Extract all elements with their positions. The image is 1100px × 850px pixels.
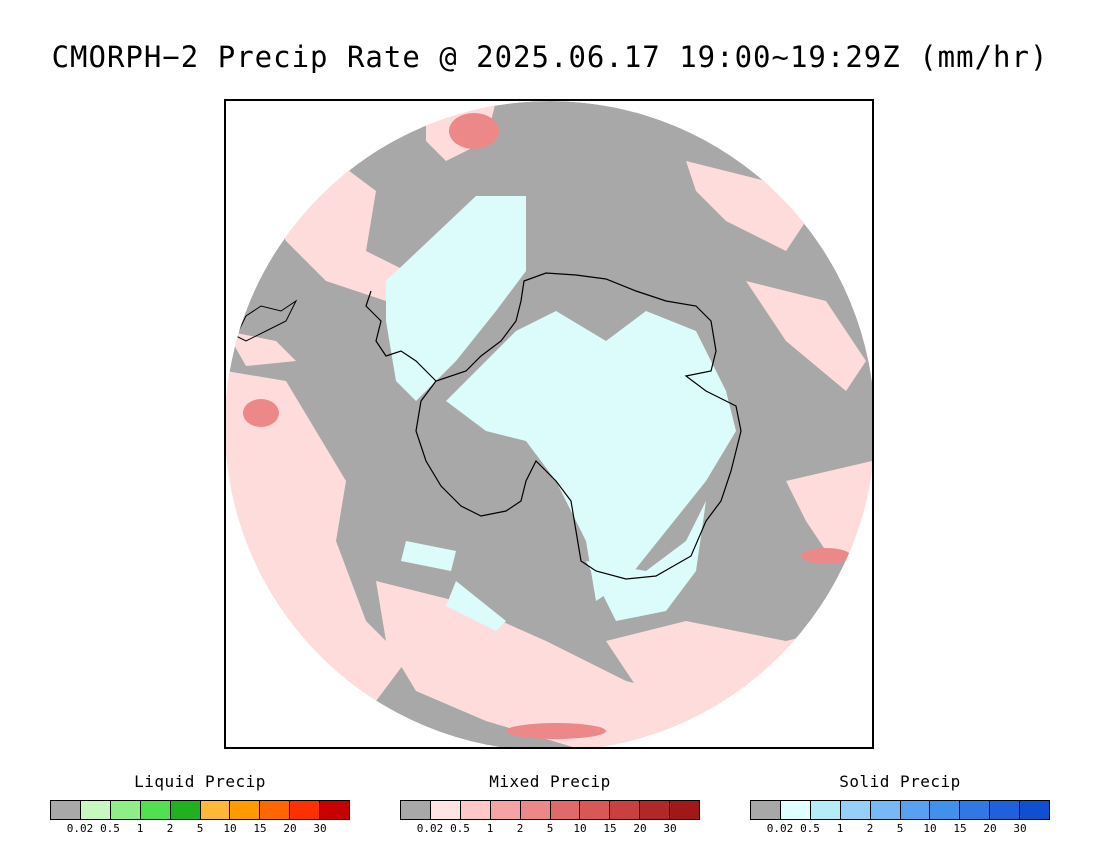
legend-swatch bbox=[401, 801, 431, 819]
legend-tick-label: 15 bbox=[953, 822, 967, 835]
legend-tick-label: 2 bbox=[866, 822, 874, 835]
legend-tick-label: 1 bbox=[136, 822, 144, 835]
legend-swatches bbox=[50, 800, 350, 820]
mixed-precip-heavy bbox=[243, 113, 851, 739]
legend-mixed: Mixed Precip 0.02 0.5 1 2 5 10 15 20 30 bbox=[400, 770, 700, 840]
legend-tick-label: 20 bbox=[633, 822, 647, 835]
legend-swatch bbox=[230, 801, 261, 819]
legend-swatch bbox=[320, 801, 350, 819]
legend-tick-label: 20 bbox=[283, 822, 297, 835]
legend-swatch bbox=[260, 801, 291, 819]
legend-tick-label: 15 bbox=[253, 822, 267, 835]
page-title: CMORPH−2 Precip Rate @ 2025.06.17 19:00∼… bbox=[51, 40, 1049, 74]
legend-swatch bbox=[751, 801, 781, 819]
solid-precip-regions bbox=[386, 196, 736, 631]
legend-swatches bbox=[750, 800, 1050, 820]
legend-tick-label: 10 bbox=[223, 822, 237, 835]
legend-swatch bbox=[430, 801, 461, 819]
legend-swatch bbox=[1020, 801, 1050, 819]
legend-title: Mixed Precip bbox=[489, 772, 611, 791]
legend-swatch bbox=[930, 801, 961, 819]
legend-tick-label: 30 bbox=[1013, 822, 1027, 835]
legend-tick-label: 20 bbox=[983, 822, 997, 835]
legend-tick-label: 0.5 bbox=[100, 822, 120, 835]
legend-tick-label: 2 bbox=[166, 822, 174, 835]
legend-tick-label: 30 bbox=[663, 822, 677, 835]
polar-map bbox=[226, 101, 872, 747]
legend-tick-label: 0.5 bbox=[800, 822, 820, 835]
legend-tick-label: 1 bbox=[486, 822, 494, 835]
legend-tick-label: 10 bbox=[573, 822, 587, 835]
south-america-coastline bbox=[235, 299, 298, 342]
legend-swatch bbox=[990, 801, 1021, 819]
legend-tick-label: 0.5 bbox=[450, 822, 470, 835]
legend-swatch bbox=[140, 801, 171, 819]
legend-solid: Solid Precip 0.02 0.5 1 2 5 10 15 20 30 bbox=[750, 770, 1050, 840]
legend-swatch bbox=[780, 801, 811, 819]
legend-tick-label: 5 bbox=[196, 822, 204, 835]
legend-tick-label: 10 bbox=[923, 822, 937, 835]
legend-swatch bbox=[610, 801, 641, 819]
legend-tick-label: 2 bbox=[516, 822, 524, 835]
legend-swatch bbox=[80, 801, 111, 819]
legend-swatch bbox=[490, 801, 521, 819]
legend-tick-label: 0.02 bbox=[66, 822, 94, 835]
legend-swatch bbox=[200, 801, 231, 819]
legend-liquid: Liquid Precip 0.02 0.5 1 2 5 10 15 20 30 bbox=[50, 770, 350, 840]
legend-swatch bbox=[110, 801, 141, 819]
antarctica-coastline bbox=[415, 272, 742, 580]
legend-swatch bbox=[580, 801, 611, 819]
legend-swatch bbox=[840, 801, 871, 819]
legend-title: Liquid Precip bbox=[134, 772, 266, 791]
legend-swatch bbox=[870, 801, 901, 819]
legend-tick-label: 1 bbox=[836, 822, 844, 835]
legend-tick-label: 15 bbox=[603, 822, 617, 835]
antarctic-peninsula-coastline bbox=[365, 290, 437, 382]
legend-swatch bbox=[960, 801, 991, 819]
legend-swatch bbox=[670, 801, 700, 819]
legend-tick-label: 5 bbox=[896, 822, 904, 835]
legend-swatch bbox=[51, 801, 81, 819]
legend-swatch bbox=[550, 801, 581, 819]
legend-ticks: 0.02 0.5 1 2 5 10 15 20 30 bbox=[400, 822, 700, 838]
legend-tick-label: 30 bbox=[313, 822, 327, 835]
legend-swatch bbox=[170, 801, 201, 819]
legend-ticks: 0.02 0.5 1 2 5 10 15 20 30 bbox=[750, 822, 1050, 838]
legend-title: Solid Precip bbox=[839, 772, 961, 791]
legend-swatch bbox=[810, 801, 841, 819]
legend-swatch bbox=[520, 801, 551, 819]
legend-tick-label: 5 bbox=[546, 822, 554, 835]
legend-swatch bbox=[900, 801, 931, 819]
legend-tick-label: 0.02 bbox=[416, 822, 444, 835]
legend-tick-label: 0.02 bbox=[766, 822, 794, 835]
legend-swatch bbox=[290, 801, 321, 819]
map-frame bbox=[224, 99, 874, 749]
legend-swatches bbox=[400, 800, 700, 820]
legend-swatch bbox=[640, 801, 671, 819]
legend-ticks: 0.02 0.5 1 2 5 10 15 20 30 bbox=[50, 822, 350, 838]
legend-swatch bbox=[460, 801, 491, 819]
